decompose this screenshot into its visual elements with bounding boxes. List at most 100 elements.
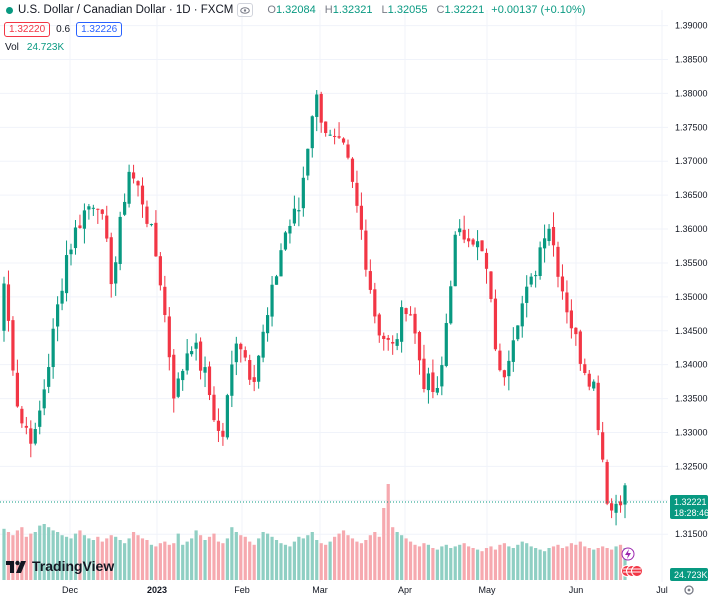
- volume-bar: [123, 543, 127, 580]
- symbol-title[interactable]: U.S. Dollar / Canadian Dollar · 1D · FXC…: [18, 4, 234, 16]
- volume-bar: [391, 527, 395, 580]
- volume-bar: [542, 551, 547, 580]
- volume-bar: [109, 535, 113, 580]
- candle-body: [265, 315, 270, 334]
- candle-body: [324, 121, 328, 134]
- candle-body: [38, 410, 42, 427]
- candle-body: [154, 222, 158, 257]
- y-tick-label: 1.38000: [675, 88, 708, 98]
- volume-bar: [444, 544, 448, 580]
- candle-body: [578, 331, 582, 364]
- volume-bar: [315, 540, 319, 580]
- buy-button[interactable]: 1.32226: [76, 22, 123, 37]
- volume-bar: [11, 535, 15, 580]
- candle-body: [158, 256, 162, 286]
- y-tick-label: 1.38500: [675, 55, 708, 65]
- volume-bar: [243, 536, 247, 580]
- y-tick-label: 1.33000: [675, 428, 708, 438]
- candle-body: [64, 255, 69, 294]
- volume-bar: [583, 546, 587, 580]
- price-tag-value: 1.32221: [674, 497, 707, 507]
- volume-bar: [292, 541, 296, 580]
- volume-bar: [417, 546, 422, 580]
- volume-bar: [333, 536, 337, 580]
- candle-body: [475, 241, 480, 248]
- volume-value: 24.723K: [26, 42, 65, 53]
- volume-bar: [467, 546, 471, 580]
- volume-bar: [458, 544, 462, 580]
- candle-body: [2, 283, 6, 331]
- candle-body: [346, 144, 350, 158]
- candle-body: [181, 370, 185, 381]
- volume-bar: [310, 532, 314, 580]
- volume-bar: [413, 544, 417, 580]
- settings-icon[interactable]: [684, 585, 694, 595]
- volume-bar: [29, 533, 33, 580]
- candle-body: [274, 276, 279, 285]
- volume-bar: [355, 541, 359, 580]
- candle-body: [426, 373, 431, 391]
- y-tick-label: 1.34500: [675, 326, 708, 336]
- candle-body: [333, 135, 337, 137]
- high-value: 1.32321: [332, 4, 373, 16]
- price-tag-box: [670, 495, 708, 519]
- y-tick-label: 1.37000: [675, 156, 708, 166]
- volume-bar: [118, 540, 122, 580]
- candle-body: [47, 367, 51, 387]
- lightning-icon[interactable]: [621, 547, 635, 561]
- candle-body: [203, 367, 207, 373]
- volume-bar: [190, 538, 194, 580]
- candle-body: [221, 430, 225, 437]
- candle-body: [288, 225, 292, 234]
- volume-bar: [297, 536, 301, 580]
- volume-bar: [216, 541, 221, 580]
- volume-bar: [33, 532, 37, 580]
- y-tick-label: 1.32500: [675, 461, 708, 471]
- candle-body: [51, 328, 55, 368]
- candle-body: [163, 286, 167, 315]
- eye-icon[interactable]: [237, 3, 254, 17]
- tradingview-logo[interactable]: TradingView: [6, 558, 114, 574]
- candle-body: [78, 225, 82, 228]
- candle-body: [140, 185, 145, 205]
- candle-body: [605, 461, 609, 504]
- candle-body: [368, 271, 372, 290]
- volume-bar: [475, 549, 480, 580]
- candle-body: [373, 289, 377, 317]
- candle-body: [520, 303, 524, 327]
- candle-body: [516, 325, 520, 340]
- candle-body: [565, 292, 569, 313]
- candle-body: [467, 238, 471, 242]
- volume-bar: [400, 535, 404, 580]
- volume-bar: [422, 543, 426, 580]
- volume-bar: [248, 541, 252, 580]
- tradingview-logo-icon: [6, 560, 26, 573]
- volume-bar: [525, 543, 529, 580]
- x-tick-label: Jun: [569, 585, 584, 595]
- volume-bar: [230, 527, 234, 580]
- volume-bar: [127, 538, 131, 580]
- candle-body: [583, 364, 587, 373]
- x-tick-label: Dec: [62, 585, 79, 595]
- sell-button[interactable]: 1.32220: [4, 22, 51, 37]
- volume-bar: [605, 548, 609, 580]
- flag-icon[interactable]: [621, 565, 643, 577]
- candle-body: [458, 228, 462, 233]
- candle-body: [292, 208, 296, 224]
- volume-bar: [185, 541, 189, 580]
- volume-bar: [194, 530, 198, 580]
- volume-bar: [24, 536, 28, 580]
- volume-bar: [176, 533, 180, 580]
- low-value: 1.32055: [387, 4, 428, 16]
- volume-bar: [435, 549, 439, 580]
- candle-body: [395, 339, 399, 346]
- volume-bar: [547, 548, 551, 580]
- y-tick-label: 1.37500: [675, 122, 708, 132]
- volume-bar: [382, 508, 386, 580]
- candle-body: [431, 372, 435, 393]
- volume-bar: [426, 544, 431, 580]
- candle-body: [56, 304, 60, 327]
- candle-body: [306, 148, 310, 176]
- candle-body: [239, 343, 243, 350]
